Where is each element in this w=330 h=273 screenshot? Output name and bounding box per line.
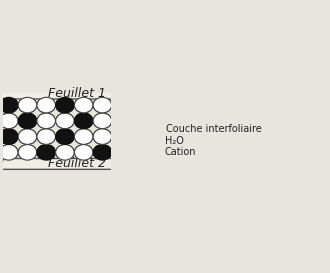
Ellipse shape bbox=[131, 97, 149, 113]
Ellipse shape bbox=[0, 145, 18, 160]
Ellipse shape bbox=[18, 129, 37, 144]
Text: Feuillet 2: Feuillet 2 bbox=[48, 158, 106, 170]
Ellipse shape bbox=[112, 145, 130, 160]
Ellipse shape bbox=[93, 97, 112, 113]
Ellipse shape bbox=[131, 113, 149, 129]
Ellipse shape bbox=[131, 97, 149, 113]
Ellipse shape bbox=[37, 97, 55, 113]
Ellipse shape bbox=[93, 145, 112, 160]
Ellipse shape bbox=[37, 97, 55, 113]
Ellipse shape bbox=[0, 97, 18, 113]
Ellipse shape bbox=[56, 113, 74, 129]
Ellipse shape bbox=[112, 113, 130, 129]
Ellipse shape bbox=[75, 129, 93, 144]
Ellipse shape bbox=[131, 113, 149, 129]
Ellipse shape bbox=[18, 97, 37, 113]
Ellipse shape bbox=[112, 97, 130, 113]
Ellipse shape bbox=[93, 113, 112, 129]
Ellipse shape bbox=[56, 129, 74, 144]
Ellipse shape bbox=[56, 145, 74, 160]
Ellipse shape bbox=[0, 129, 18, 144]
Ellipse shape bbox=[18, 145, 37, 160]
Ellipse shape bbox=[0, 97, 18, 113]
Ellipse shape bbox=[75, 97, 93, 113]
Ellipse shape bbox=[93, 145, 112, 160]
Ellipse shape bbox=[93, 129, 112, 144]
Ellipse shape bbox=[0, 113, 18, 129]
Ellipse shape bbox=[18, 113, 37, 129]
Ellipse shape bbox=[18, 97, 37, 113]
Text: H₂O: H₂O bbox=[165, 136, 183, 146]
Ellipse shape bbox=[112, 129, 130, 144]
Ellipse shape bbox=[112, 97, 130, 113]
Ellipse shape bbox=[18, 129, 37, 144]
Ellipse shape bbox=[37, 129, 55, 144]
Ellipse shape bbox=[131, 145, 149, 160]
Polygon shape bbox=[0, 88, 154, 99]
Ellipse shape bbox=[56, 97, 74, 113]
Ellipse shape bbox=[149, 135, 163, 147]
Ellipse shape bbox=[131, 145, 149, 160]
Ellipse shape bbox=[0, 145, 18, 160]
Ellipse shape bbox=[37, 113, 55, 129]
Ellipse shape bbox=[75, 129, 93, 144]
Ellipse shape bbox=[37, 145, 55, 160]
Ellipse shape bbox=[56, 97, 74, 113]
Ellipse shape bbox=[0, 113, 18, 129]
Ellipse shape bbox=[18, 145, 37, 160]
Ellipse shape bbox=[93, 129, 112, 144]
Ellipse shape bbox=[56, 145, 74, 160]
Ellipse shape bbox=[149, 146, 163, 157]
Ellipse shape bbox=[131, 129, 149, 144]
Ellipse shape bbox=[75, 97, 93, 113]
Text: Cation: Cation bbox=[165, 147, 196, 156]
Ellipse shape bbox=[75, 113, 93, 129]
Ellipse shape bbox=[112, 113, 130, 129]
Ellipse shape bbox=[75, 145, 93, 160]
Ellipse shape bbox=[37, 113, 55, 129]
Ellipse shape bbox=[93, 113, 112, 129]
Ellipse shape bbox=[18, 113, 37, 129]
Ellipse shape bbox=[0, 129, 18, 144]
Ellipse shape bbox=[75, 113, 93, 129]
Ellipse shape bbox=[75, 145, 93, 160]
Ellipse shape bbox=[112, 145, 130, 160]
Ellipse shape bbox=[37, 129, 55, 144]
Ellipse shape bbox=[37, 145, 55, 160]
Ellipse shape bbox=[56, 113, 74, 129]
Ellipse shape bbox=[131, 129, 149, 144]
Ellipse shape bbox=[56, 129, 74, 144]
Ellipse shape bbox=[112, 129, 130, 144]
Text: Couche interfoliaire: Couche interfoliaire bbox=[166, 124, 262, 134]
Ellipse shape bbox=[93, 97, 112, 113]
Text: Feuillet 1: Feuillet 1 bbox=[48, 87, 106, 100]
Polygon shape bbox=[0, 159, 154, 169]
